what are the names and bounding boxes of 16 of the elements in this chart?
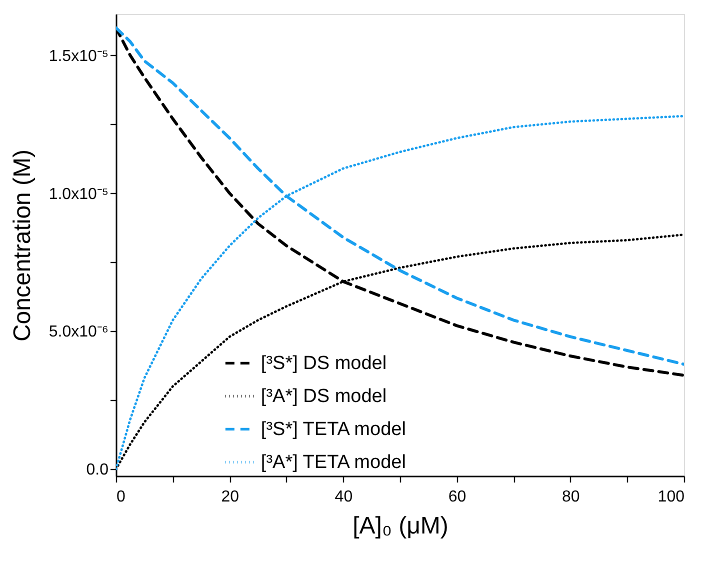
y-tick-label: 0.0 bbox=[86, 462, 109, 479]
y-tick-label: 5.0x10⁻⁶ bbox=[48, 324, 108, 341]
y-axis-title: Concentration (M) bbox=[8, 149, 36, 342]
legend-label: [³S*] TETA model bbox=[260, 419, 406, 440]
legend-label: [³A*] TETA model bbox=[260, 452, 406, 474]
x-axis-title: [A]₀ (μM) bbox=[352, 512, 448, 540]
y-tick-label: 1.0x10⁻⁵ bbox=[48, 186, 108, 203]
legend-label: [³A*] DS model bbox=[260, 386, 387, 408]
x-tick-label: 20 bbox=[221, 488, 240, 506]
x-tick-label: 40 bbox=[334, 488, 353, 506]
x-tick-label: 0 bbox=[116, 488, 126, 506]
x-tick-label: 100 bbox=[658, 488, 685, 506]
x-tick-label: 80 bbox=[562, 488, 580, 506]
y-tick-label: 1.5x10⁻⁵ bbox=[48, 48, 108, 65]
x-tick-label: 60 bbox=[448, 488, 466, 506]
legend-label: [³S*] DS model bbox=[260, 353, 387, 374]
